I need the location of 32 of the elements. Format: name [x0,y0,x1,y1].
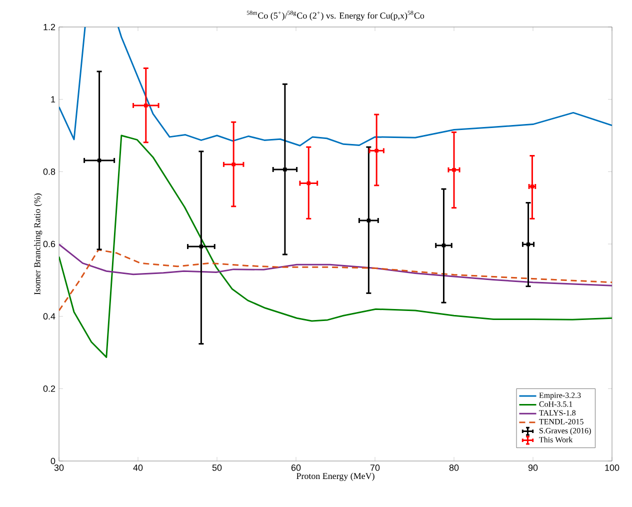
point [452,168,456,172]
y-tick-label: 1 [51,96,56,102]
point [366,218,371,222]
point [232,162,236,166]
line-series [59,244,612,286]
x-tick-label: 80 [449,464,459,471]
x-axis-title: Proton Energy (MeV) [296,472,374,481]
point [442,244,446,248]
x-tick-label: 40 [133,464,143,471]
line-series [59,134,612,358]
y-tick-label: 0.2 [43,385,56,392]
point [306,181,310,186]
line-series [59,249,612,312]
y-tick-label: 0 [50,458,56,464]
y-tick-label: 0.4 [43,313,56,320]
y-axis-title: Isomer Branching Ratio (%) [34,193,42,295]
point [97,158,102,162]
point [199,244,204,248]
x-tick-label: 90 [528,464,538,471]
y-tick-label: 0.6 [43,240,56,248]
x-tick-label: 60 [291,464,301,471]
chart-title: $^{58m}$Co (5$^{+}$)/$^{58g}$Co (2$^{+}$) vs. Energy for Cu(p,x)$^{58}$Co [246,10,424,20]
x-tick-label: 100 [605,464,620,471]
point [526,242,530,246]
x-tick-label: 50 [212,464,222,471]
y-tick-label: 0.8 [43,168,56,175]
point [374,148,378,153]
x-tick-label: 70 [370,464,380,471]
y-tick-label: 1.2 [44,24,56,30]
point [144,104,148,108]
x-tick-label: 30 [54,464,64,471]
point [283,168,287,172]
